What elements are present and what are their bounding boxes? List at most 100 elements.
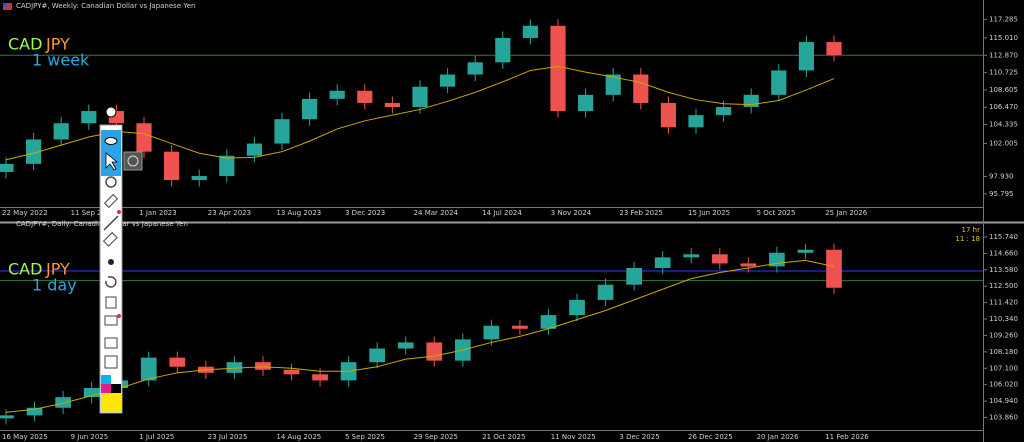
y-tick-label: 112.870 <box>989 51 1018 59</box>
x-tick-label: 1 Jan 2023 <box>139 209 177 217</box>
x-tick-label: 14 Aug 2025 <box>276 433 321 441</box>
candle-body <box>55 397 71 408</box>
y-tick-label: 107.100 <box>989 364 1018 372</box>
y-tick-label: 117.285 <box>989 15 1018 23</box>
eraser-icon[interactable] <box>103 193 119 209</box>
candle-body <box>550 25 566 112</box>
flag-icon <box>3 3 12 10</box>
clipboard-icon[interactable] <box>104 355 118 369</box>
candle-body <box>605 74 621 95</box>
annotation: 1 day <box>32 276 77 295</box>
candle-body <box>412 86 428 107</box>
camera-icon[interactable] <box>104 337 118 349</box>
candle-body <box>440 74 456 87</box>
x-tick-label: 5 Sep 2025 <box>345 433 385 441</box>
x-tick-label: 26 Dec 2025 <box>688 433 733 441</box>
candle-body <box>81 111 97 124</box>
x-tick-label: 23 Feb 2025 <box>619 209 663 217</box>
tools-icon[interactable] <box>104 315 118 326</box>
x-tick-label: 1 Jul 2025 <box>139 433 174 441</box>
x-tick-label: 11 Sep 2022 <box>71 209 115 217</box>
y-tick-label: 103.860 <box>989 413 1018 421</box>
y-tick-label: 112.500 <box>989 282 1018 290</box>
cursor-option-icon[interactable] <box>127 155 139 167</box>
candle-body <box>688 115 704 128</box>
x-tick-label: 22 May 2022 <box>2 209 48 217</box>
candle-body <box>53 123 69 140</box>
color-swatch[interactable] <box>101 375 111 384</box>
candle-body <box>384 102 400 107</box>
candle-body <box>540 315 557 329</box>
candle-body <box>826 42 842 56</box>
candle-body <box>711 254 728 264</box>
candle-body <box>219 155 235 177</box>
x-tick-label: 25 Jan 2026 <box>825 209 868 217</box>
color-swatch[interactable] <box>111 375 121 384</box>
marker-icon[interactable] <box>102 231 118 247</box>
y-tick-label: 95.795 <box>989 190 1014 198</box>
candle-body <box>743 94 759 107</box>
candle-body <box>654 257 671 268</box>
candle-body <box>597 284 614 300</box>
candle-body <box>164 151 180 181</box>
candle-body <box>512 325 528 329</box>
candle-body <box>83 388 100 398</box>
y-tick-label: 115.010 <box>989 34 1018 42</box>
candle-body <box>771 70 787 95</box>
trash-icon[interactable] <box>105 296 117 309</box>
candle-body <box>169 357 186 367</box>
x-tick-label: 16 May 2025 <box>2 433 48 441</box>
x-tick-label: 3 Dec 2025 <box>619 433 659 441</box>
color-swatch[interactable] <box>101 384 111 393</box>
cursor-icon[interactable] <box>105 152 119 171</box>
drawing-toolbar <box>99 106 143 414</box>
x-tick-label: 3 Nov 2024 <box>551 209 592 217</box>
pen-icon[interactable] <box>105 106 117 118</box>
candle-body <box>740 263 757 267</box>
candle-body <box>483 325 500 340</box>
y-tick-label: 104.940 <box>989 397 1018 405</box>
candle-body <box>826 249 842 288</box>
y-tick-label: 113.580 <box>989 266 1018 274</box>
crosshair-icon[interactable] <box>105 176 117 188</box>
candle-body <box>369 348 386 363</box>
candle-body <box>683 254 700 258</box>
tool-selected[interactable] <box>101 130 121 176</box>
y-tick-label: 109.260 <box>989 331 1018 339</box>
cursor-option[interactable] <box>123 151 143 171</box>
annotation: JPY <box>45 260 70 279</box>
color-swatch[interactable] <box>101 393 121 412</box>
y-tick-label: 108.180 <box>989 348 1018 356</box>
candle-body <box>797 249 814 253</box>
candle-body <box>0 163 14 172</box>
y-tick-label: 106.470 <box>989 103 1018 111</box>
candle-body <box>633 74 649 103</box>
candle-body <box>0 415 14 419</box>
undo-icon[interactable] <box>105 276 117 288</box>
candle-body <box>495 37 511 63</box>
y-tick-label: 106.020 <box>989 381 1018 389</box>
bar-countdown: 17 hr <box>962 226 981 234</box>
y-tick-label: 110.340 <box>989 315 1018 323</box>
color-swatch[interactable] <box>111 384 121 393</box>
x-tick-label: 3 Dec 2023 <box>345 209 385 217</box>
moving-average <box>5 65 835 161</box>
candle-body <box>26 407 43 416</box>
annotation: CAD <box>8 35 42 54</box>
y-tick-label: 104.335 <box>989 121 1018 129</box>
candle-body <box>283 369 300 375</box>
candle-body <box>191 176 207 181</box>
candle-body <box>357 90 373 103</box>
x-tick-label: 11 Feb 2026 <box>825 433 869 441</box>
y-tick-label: 102.005 <box>989 139 1018 147</box>
candle-body <box>397 342 414 349</box>
dot-tool-icon[interactable] <box>108 259 114 265</box>
candle-body <box>136 123 152 152</box>
eye-icon[interactable] <box>104 137 118 145</box>
chart-title: CADJPY#, Weekly: Canadian Dollar vs Japa… <box>16 2 195 10</box>
line-tool-icon[interactable] <box>103 215 119 231</box>
x-tick-label: 13 Aug 2023 <box>276 209 321 217</box>
x-tick-label: 15 Jun 2025 <box>688 209 730 217</box>
annotation: CAD <box>8 260 42 279</box>
candle-body <box>302 98 318 120</box>
